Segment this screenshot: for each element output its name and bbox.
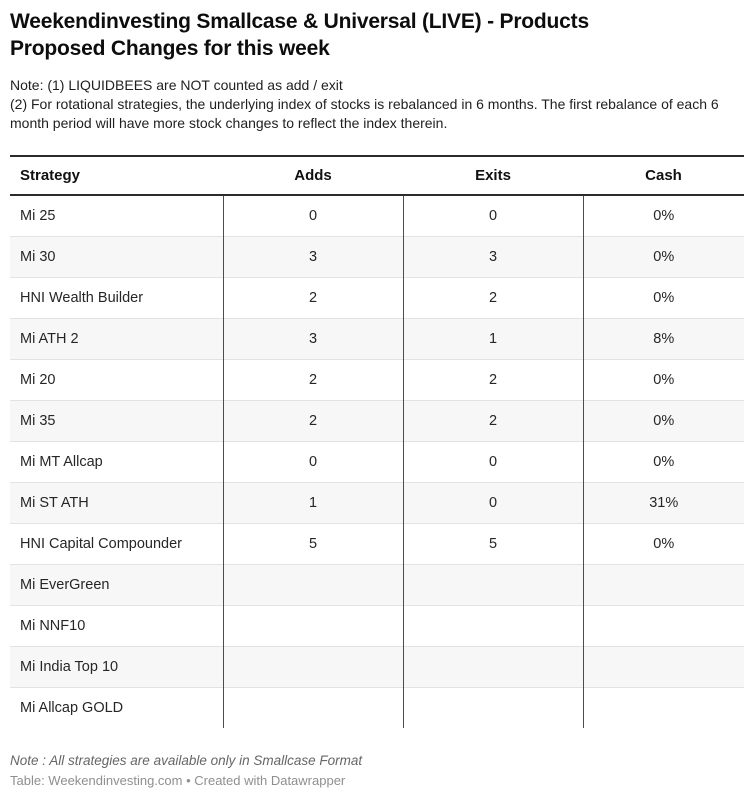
adds-cell: 0 bbox=[222, 195, 403, 237]
table-row: Mi MT Allcap 0 0 0% bbox=[10, 441, 744, 483]
cash-cell bbox=[582, 605, 744, 647]
strategy-cell: Mi Allcap GOLD bbox=[10, 687, 223, 728]
header-row: Strategy Adds Exits Cash bbox=[10, 156, 744, 196]
table-row: Mi NNF10 bbox=[10, 605, 744, 647]
table-footer: Note : All strategies are available only… bbox=[10, 753, 744, 788]
exits-cell: 0 bbox=[402, 482, 583, 524]
page-title-line1: Weekendinvesting Smallcase & Universal (… bbox=[10, 10, 589, 33]
exits-cell bbox=[402, 605, 583, 647]
adds-cell: 5 bbox=[222, 523, 403, 565]
table-row: Mi 35 2 2 0% bbox=[10, 400, 744, 442]
table-row: Mi ATH 2 3 1 8% bbox=[10, 318, 744, 360]
cash-cell: 0% bbox=[582, 400, 744, 442]
cash-cell: 0% bbox=[582, 236, 744, 278]
exits-cell: 2 bbox=[402, 359, 583, 401]
adds-cell: 1 bbox=[222, 482, 403, 524]
cash-cell bbox=[582, 646, 744, 688]
footer-note: Note : All strategies are available only… bbox=[10, 753, 363, 768]
exits-cell bbox=[402, 646, 583, 688]
adds-cell: 3 bbox=[222, 236, 403, 278]
strategy-cell: Mi ST ATH bbox=[10, 482, 223, 524]
note-line-1: Note: (1) LIQUIDBEES are NOT counted as … bbox=[10, 77, 343, 93]
table-row: HNI Wealth Builder 2 2 0% bbox=[10, 277, 744, 319]
exits-cell: 0 bbox=[402, 441, 583, 483]
exits-cell bbox=[402, 564, 583, 606]
cash-cell: 0% bbox=[582, 359, 744, 401]
cash-cell: 0% bbox=[582, 441, 744, 483]
table-row: Mi 20 2 2 0% bbox=[10, 359, 744, 401]
cash-cell: 0% bbox=[582, 277, 744, 319]
cash-cell bbox=[582, 687, 744, 728]
adds-cell bbox=[222, 605, 403, 647]
table-row: Mi India Top 10 bbox=[10, 646, 744, 688]
strategy-cell: Mi 20 bbox=[10, 359, 223, 401]
adds-cell bbox=[222, 564, 403, 606]
page-title-line2: Proposed Changes for this week bbox=[10, 37, 330, 60]
exits-cell: 0 bbox=[402, 195, 583, 237]
table-header: Strategy Adds Exits Cash bbox=[10, 156, 744, 196]
table-row: HNI Capital Compounder 5 5 0% bbox=[10, 523, 744, 565]
table-notes: Note: (1) LIQUIDBEES are NOT counted as … bbox=[10, 76, 744, 133]
datawrapper-table-page: Weekendinvesting Smallcase & Universal (… bbox=[0, 8, 754, 788]
column-header-strategy: Strategy bbox=[10, 156, 223, 196]
table-body: Mi 25 0 0 0% Mi 30 3 3 0% HNI Wealth Bui… bbox=[10, 195, 744, 728]
note-line-2: (2) For rotational strategies, the under… bbox=[10, 96, 719, 131]
table-row: Mi 30 3 3 0% bbox=[10, 236, 744, 278]
strategy-cell: Mi India Top 10 bbox=[10, 646, 223, 688]
strategy-cell: HNI Capital Compounder bbox=[10, 523, 223, 565]
adds-cell bbox=[222, 646, 403, 688]
table-row: Mi EverGreen bbox=[10, 564, 744, 606]
strategy-cell: Mi ATH 2 bbox=[10, 318, 223, 360]
cash-cell bbox=[582, 564, 744, 606]
cash-cell: 8% bbox=[582, 318, 744, 360]
strategy-cell: Mi EverGreen bbox=[10, 564, 223, 606]
cash-cell: 0% bbox=[582, 195, 744, 237]
strategy-cell: Mi 35 bbox=[10, 400, 223, 442]
adds-cell bbox=[222, 687, 403, 728]
adds-cell: 2 bbox=[222, 277, 403, 319]
adds-cell: 2 bbox=[222, 359, 403, 401]
table-row: Mi Allcap GOLD bbox=[10, 687, 744, 728]
datawrapper-credit: Table: Weekendinvesting.com • Created wi… bbox=[10, 773, 346, 788]
adds-cell: 0 bbox=[222, 441, 403, 483]
strategy-cell: Mi NNF10 bbox=[10, 605, 223, 647]
column-header-exits: Exits bbox=[403, 156, 583, 196]
strategy-cell: Mi MT Allcap bbox=[10, 441, 223, 483]
cash-cell: 31% bbox=[582, 482, 744, 524]
cash-cell: 0% bbox=[582, 523, 744, 565]
products-changes-table: Strategy Adds Exits Cash Mi 25 0 0 0% Mi… bbox=[10, 155, 744, 728]
column-header-adds: Adds bbox=[223, 156, 403, 196]
exits-cell: 2 bbox=[402, 400, 583, 442]
page-title: Weekendinvesting Smallcase & Universal (… bbox=[10, 8, 744, 62]
exits-cell: 5 bbox=[402, 523, 583, 565]
exits-cell: 1 bbox=[402, 318, 583, 360]
exits-cell bbox=[402, 687, 583, 728]
exits-cell: 3 bbox=[402, 236, 583, 278]
strategy-cell: Mi 25 bbox=[20, 208, 56, 224]
adds-cell: 3 bbox=[222, 318, 403, 360]
strategy-cell: HNI Wealth Builder bbox=[10, 277, 223, 319]
strategy-cell: Mi 30 bbox=[10, 236, 223, 278]
column-header-cash: Cash bbox=[583, 156, 744, 196]
exits-cell: 2 bbox=[402, 277, 583, 319]
table-row: Mi 25 0 0 0% bbox=[10, 195, 744, 237]
table-row: Mi ST ATH 1 0 31% bbox=[10, 482, 744, 524]
adds-cell: 2 bbox=[222, 400, 403, 442]
